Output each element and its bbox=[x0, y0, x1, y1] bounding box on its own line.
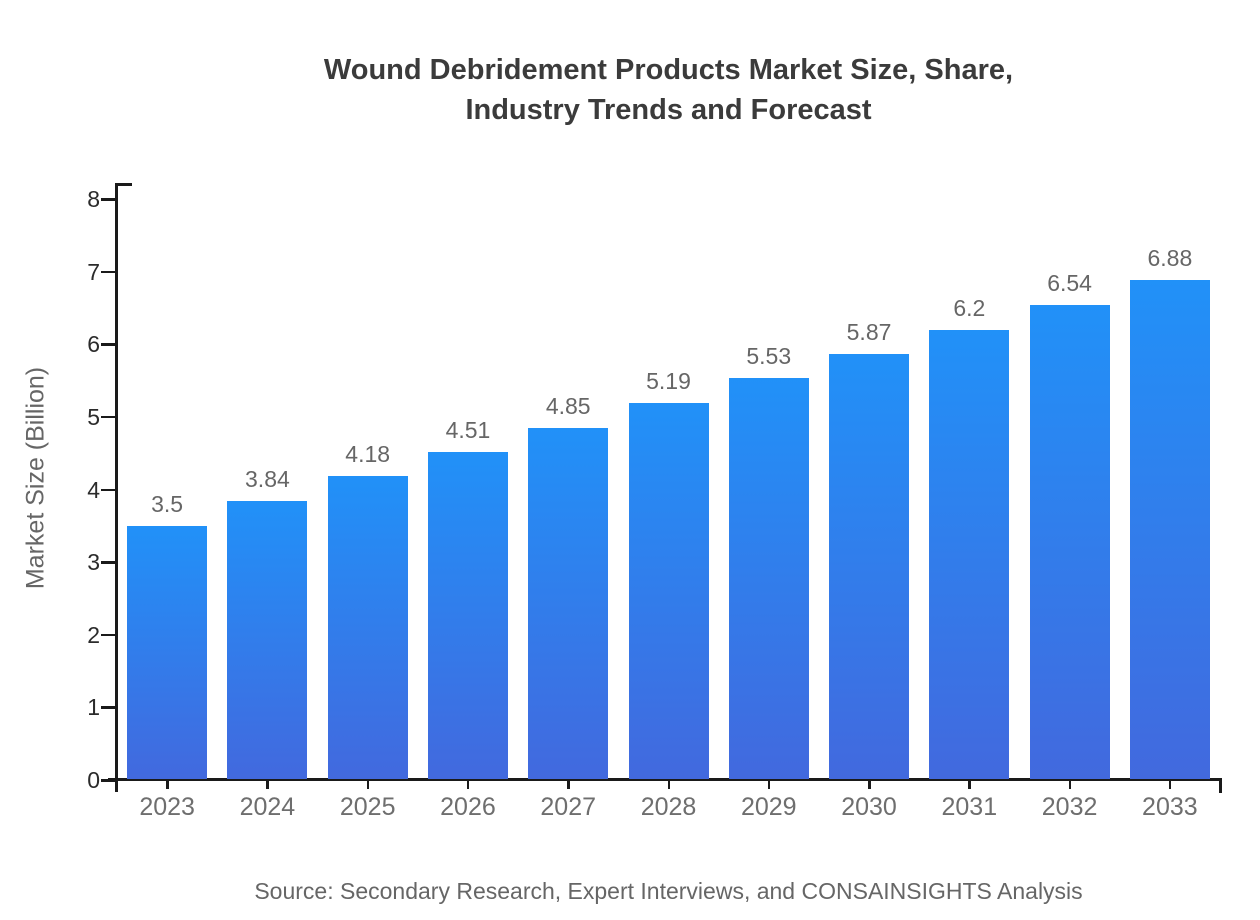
x-category-label: 2025 bbox=[339, 793, 396, 821]
x-category-label: 2031 bbox=[941, 793, 998, 821]
y-tick bbox=[101, 270, 116, 274]
bar bbox=[829, 353, 910, 779]
x-tick bbox=[968, 780, 971, 789]
bar-value-label: 4.51 bbox=[445, 417, 491, 444]
y-tick bbox=[101, 198, 116, 201]
x-category-label: 2033 bbox=[1142, 793, 1198, 821]
y-tick-label: 0 bbox=[87, 767, 100, 793]
x-category-label: 2030 bbox=[841, 793, 897, 821]
bar-value-label: 6.88 bbox=[1147, 245, 1193, 272]
y-tick bbox=[101, 561, 116, 564]
x-category-label: 2026 bbox=[440, 793, 496, 821]
bar bbox=[628, 403, 709, 779]
y-axis-end-cap bbox=[115, 183, 132, 186]
x-tick bbox=[567, 780, 570, 789]
bar bbox=[227, 501, 308, 779]
bar bbox=[929, 329, 1010, 779]
bar bbox=[127, 525, 208, 779]
y-tick bbox=[101, 706, 116, 709]
y-tick-label: 6 bbox=[87, 331, 100, 358]
y-tick-label: 3 bbox=[87, 549, 100, 576]
y-tick bbox=[101, 488, 116, 491]
x-axis-line bbox=[108, 778, 1222, 781]
bar-value-label: 3.84 bbox=[245, 466, 290, 493]
bar-value-label: 5.19 bbox=[646, 368, 691, 395]
bar-value-label: 4.85 bbox=[545, 392, 591, 419]
x-tick bbox=[266, 780, 269, 789]
bar-value-label: 4.18 bbox=[345, 441, 391, 468]
bar bbox=[1029, 305, 1110, 779]
x-tick bbox=[166, 780, 169, 789]
x-category-label: 2024 bbox=[239, 793, 296, 821]
bar bbox=[1129, 280, 1210, 779]
x-tick bbox=[767, 780, 771, 789]
x-tick bbox=[868, 780, 871, 789]
x-category-label: 2029 bbox=[740, 793, 797, 821]
y-tick bbox=[101, 633, 116, 637]
x-tick bbox=[1068, 780, 1072, 789]
y-axis-line bbox=[115, 183, 118, 792]
chart-title-line-1: Wound Debridement Products Market Size, … bbox=[323, 54, 1014, 86]
y-tick-label: 4 bbox=[87, 476, 100, 503]
x-category-label: 2023 bbox=[139, 793, 195, 821]
bar bbox=[427, 452, 508, 779]
y-tick bbox=[101, 415, 116, 419]
bar bbox=[728, 378, 809, 779]
x-category-label: 2032 bbox=[1041, 793, 1098, 821]
x-tick bbox=[466, 780, 470, 789]
chart-title-line-2: Industry Trends and Forecast bbox=[465, 94, 872, 126]
y-tick bbox=[101, 343, 116, 346]
source-note: Source: Secondary Research, Expert Inter… bbox=[254, 878, 1083, 904]
y-tick bbox=[101, 779, 116, 782]
bar-value-label: 6.2 bbox=[953, 294, 986, 321]
y-axis-title: Market Size (Billion) bbox=[21, 366, 50, 590]
y-tick-label: 8 bbox=[87, 186, 100, 212]
y-tick-label: 7 bbox=[87, 258, 100, 285]
y-tick-label: 2 bbox=[87, 621, 100, 648]
bar-value-label: 5.53 bbox=[746, 343, 792, 370]
bar-value-label: 3.5 bbox=[151, 490, 184, 517]
x-tick bbox=[366, 780, 370, 789]
chart-title: Wound Debridement Products Market Size, … bbox=[117, 50, 1220, 130]
x-category-label: 2028 bbox=[640, 793, 697, 821]
x-tick bbox=[1168, 780, 1172, 789]
x-category-label: 2027 bbox=[540, 793, 597, 821]
y-tick-label: 5 bbox=[87, 403, 100, 430]
x-tick bbox=[667, 780, 670, 789]
bar bbox=[327, 476, 408, 779]
y-tick-label: 1 bbox=[87, 694, 100, 721]
bar bbox=[528, 427, 609, 779]
bar-value-label: 5.87 bbox=[846, 318, 892, 345]
x-axis-end-cap bbox=[1219, 778, 1222, 793]
bar-value-label: 6.54 bbox=[1047, 270, 1092, 297]
